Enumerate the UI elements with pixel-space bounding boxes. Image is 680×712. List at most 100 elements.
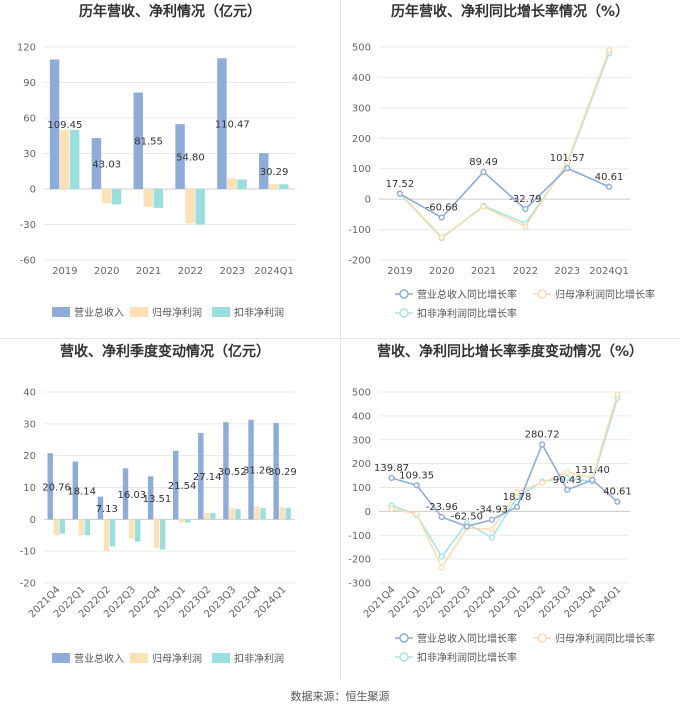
bar: [91, 138, 102, 189]
data-point: [605, 46, 613, 54]
data-label: -34.93: [476, 505, 508, 516]
data-point: [539, 441, 546, 448]
bar: [109, 519, 116, 547]
legend-label: 归母净利润同比增长率: [555, 632, 655, 645]
legend-swatch: [212, 307, 230, 317]
data-label: 40.61: [595, 172, 624, 183]
x-tick-label: 2020: [429, 266, 454, 277]
bar: [103, 519, 110, 552]
data-point: [438, 553, 445, 560]
legend-swatch: [52, 307, 70, 317]
y-tick-label: 0: [30, 515, 36, 526]
bar: [227, 178, 237, 189]
data-point: [413, 482, 420, 489]
y-tick-label: -20: [20, 579, 36, 590]
y-tick-label: 30: [23, 149, 36, 160]
data-point: [539, 479, 546, 486]
bar: [217, 58, 227, 190]
data-label: 43.03: [92, 160, 121, 171]
data-point: [513, 503, 521, 510]
y-tick-label: 500: [352, 388, 371, 399]
y-tick-label: 0: [30, 185, 36, 196]
data-label: 17.52: [386, 179, 415, 190]
bar: [237, 179, 247, 189]
quarterly-amounts-chart: 营收、净利季度变动情况（亿元） -20 -10 0 10 20 30 40 2021Q4 2022…: [0, 340, 340, 680]
y-tick-label: 30: [23, 419, 36, 430]
data-point: [564, 474, 571, 482]
chart-title: 历年营收、净利同比增长率情况（%）: [391, 3, 629, 20]
y-tick-label: 300: [352, 103, 371, 114]
bar: [72, 461, 79, 520]
bar: [134, 519, 141, 542]
data-label: 40.61: [603, 487, 632, 498]
y-tick-label: -60: [20, 256, 36, 267]
y-tick-label: 400: [352, 411, 371, 422]
data-label: 131.40: [575, 465, 610, 476]
data-point: [564, 486, 571, 493]
quarterly-amounts-svg: 营收、净利季度变动情况（亿元）-20-100102030402021Q42022…: [20, 343, 297, 665]
y-tick-label: -100: [348, 225, 371, 236]
legend-marker: [399, 633, 409, 643]
bar: [248, 419, 254, 520]
data-label: 16.03: [118, 490, 147, 501]
bar: [53, 519, 59, 536]
series-line: [399, 167, 610, 219]
bar: [49, 59, 60, 190]
bar: [47, 453, 53, 520]
x-tick-label: 2022: [513, 266, 538, 277]
data-point: [388, 505, 395, 513]
y-tick-label: -100: [348, 531, 371, 542]
y-tick-label: 10: [23, 483, 36, 494]
bar: [111, 189, 122, 205]
annual-amounts-svg: 历年营收、净利情况（亿元） -60 -30 0 30 60 90 120 2019 2020 202…: [17, 3, 295, 319]
annual-growth-svg: 历年营收、净利同比增长率情况（%） -200 -100 0 100 200 300 400 50…: [348, 3, 655, 320]
data-point: [438, 513, 445, 521]
data-label: 31.26: [243, 466, 272, 477]
data-label: 30.29: [268, 467, 297, 478]
bar: [101, 189, 112, 204]
vertical-divider: [340, 0, 341, 680]
y-tick-label: -300: [348, 579, 371, 590]
bar: [223, 422, 229, 520]
x-tick-label: 2023: [555, 266, 580, 277]
y-tick-label: 60: [23, 114, 36, 125]
data-label: -23.96: [426, 502, 458, 513]
data-source-note: 数据来源：恒生聚源: [290, 690, 390, 703]
bar: [259, 153, 269, 189]
y-tick-label: 0: [365, 507, 371, 518]
data-label: 109.45: [47, 120, 82, 131]
legend-label: 营业总收入同比增长率: [417, 288, 517, 301]
y-tick-label: 0: [365, 195, 371, 206]
data-point: [522, 223, 529, 230]
bar: [229, 508, 235, 520]
y-tick-label: -200: [348, 555, 371, 566]
series-line: [391, 394, 619, 570]
y-tick-label: -30: [20, 220, 36, 231]
data-point: [463, 523, 470, 530]
y-tick-label: 200: [352, 459, 371, 470]
legend-label: 归母净利润: [152, 306, 202, 319]
bar: [279, 184, 289, 189]
y-tick-label: -200: [348, 256, 371, 267]
bar: [210, 512, 216, 520]
bar: [159, 519, 166, 550]
data-label: 139.87: [374, 463, 409, 474]
quarterly-growth-svg: 营收、净利同比增长率季度变动情况（%） -300 -200 -100 0 100 200 30…: [348, 343, 655, 664]
bar: [204, 512, 210, 520]
data-label: 21.54: [168, 481, 197, 492]
legend-label: 扣非净利润: [234, 306, 284, 319]
annual-growth-chart: 历年营收、净利同比增长率情况（%） -200 -100 0 100 200 300 400 50…: [340, 0, 680, 338]
bar: [173, 450, 179, 520]
bar: [179, 519, 185, 523]
legend-swatch: [52, 653, 70, 663]
data-label: 90.43: [553, 475, 582, 486]
data-label: 20.76: [42, 482, 71, 493]
data-label: 110.47: [215, 120, 250, 131]
y-tick-label: 120: [17, 43, 36, 54]
series-line: [391, 397, 619, 559]
y-tick-label: 500: [352, 43, 371, 54]
y-tick-label: 40: [23, 388, 36, 399]
legend-label: 营业总收入: [74, 652, 124, 665]
legend-marker: [399, 289, 409, 299]
data-point: [480, 203, 487, 210]
